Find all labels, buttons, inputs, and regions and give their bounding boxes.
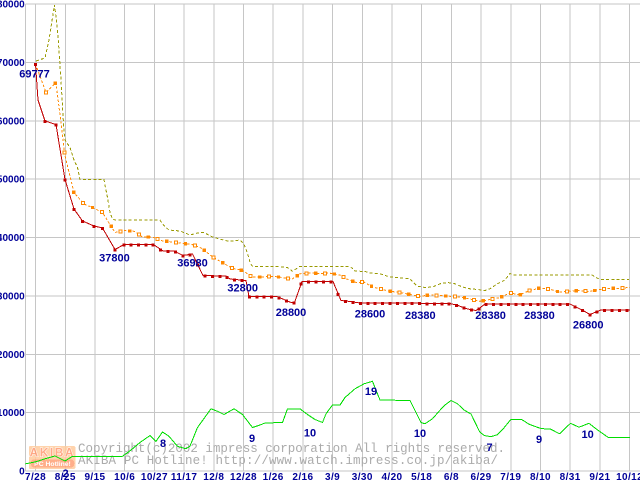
svg-text:19: 19 [365,386,377,398]
svg-text:12/8: 12/8 [203,472,224,480]
svg-text:10: 10 [304,428,316,440]
svg-text:9/15: 9/15 [84,472,105,480]
svg-text:26800: 26800 [573,320,604,332]
svg-text:6/29: 6/29 [471,472,492,480]
svg-text:1/26: 1/26 [263,472,284,480]
svg-text:0: 0 [19,467,25,478]
svg-text:Copyright(c)2002 impress corpo: Copyright(c)2002 impress corporation All… [78,442,505,456]
svg-text:36980: 36980 [177,257,208,269]
svg-text:9/21: 9/21 [589,472,610,480]
svg-text:7: 7 [486,442,492,454]
svg-text:10/12: 10/12 [616,472,640,480]
svg-text:PC Hotline!: PC Hotline! [34,461,71,468]
svg-text:AKIBA: AKIBA [30,446,76,460]
svg-text:3/9: 3/9 [325,472,340,480]
svg-text:5/18: 5/18 [411,472,432,480]
svg-text:9: 9 [536,434,542,446]
svg-text:40000: 40000 [0,233,25,244]
svg-text:28380: 28380 [524,310,555,322]
svg-text:30000: 30000 [0,292,25,303]
svg-text:28600: 28600 [355,309,386,321]
svg-text:AKIBA PC Hotline! http://www.: AKIBA PC Hotline! http://www.watch.impre… [78,454,498,468]
svg-text:2/16: 2/16 [292,472,313,480]
svg-text:28380: 28380 [475,310,506,322]
svg-text:3/30: 3/30 [352,472,373,480]
svg-text:8: 8 [160,438,166,450]
svg-text:11/17: 11/17 [171,472,198,480]
svg-text:60000: 60000 [0,116,25,127]
svg-text:7/19: 7/19 [500,472,521,480]
svg-text:10000: 10000 [0,408,25,419]
svg-text:28800: 28800 [276,307,307,319]
svg-text:10: 10 [414,428,426,440]
svg-text:2: 2 [63,468,69,480]
svg-text:8/10: 8/10 [530,472,551,480]
svg-text:8/25: 8/25 [55,472,76,480]
svg-text:20000: 20000 [0,350,25,361]
svg-text:8/31: 8/31 [560,472,581,480]
svg-text:69777: 69777 [19,69,50,81]
svg-text:80000: 80000 [0,0,25,11]
svg-text:12/28: 12/28 [230,472,257,480]
svg-text:6/8: 6/8 [444,472,459,480]
svg-text:37800: 37800 [99,253,130,265]
svg-text:9: 9 [249,433,255,445]
svg-text:10/27: 10/27 [141,472,168,480]
svg-text:10: 10 [581,429,593,441]
svg-text:70000: 70000 [0,58,25,69]
svg-text:7/28: 7/28 [25,472,46,480]
svg-text:10/6: 10/6 [114,472,135,480]
svg-text:4/20: 4/20 [381,472,402,480]
svg-text:32800: 32800 [227,283,258,295]
svg-text:50000: 50000 [0,175,25,186]
svg-text:28380: 28380 [405,310,436,322]
